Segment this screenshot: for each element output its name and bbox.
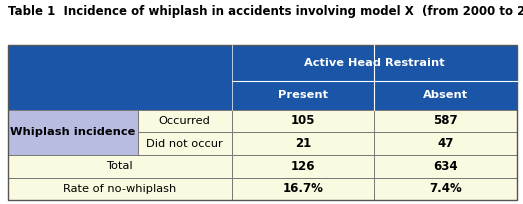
Text: 47: 47 xyxy=(437,137,453,150)
Text: 16.7%: 16.7% xyxy=(282,183,323,195)
Bar xyxy=(374,178,517,200)
Bar xyxy=(8,155,232,178)
Bar xyxy=(138,132,232,155)
Text: Occurred: Occurred xyxy=(159,116,211,126)
Text: Table 1  Incidence of whiplash in accidents involving model X  (from 2000 to 200: Table 1 Incidence of whiplash in acciden… xyxy=(8,5,523,18)
Bar xyxy=(374,110,517,132)
Bar xyxy=(232,132,374,155)
Bar xyxy=(138,110,232,132)
Bar xyxy=(8,110,138,155)
Text: 634: 634 xyxy=(433,160,458,173)
Bar xyxy=(232,178,374,200)
Bar xyxy=(8,45,517,200)
Text: 21: 21 xyxy=(295,137,311,150)
Bar xyxy=(232,155,374,178)
Text: Absent: Absent xyxy=(423,90,468,100)
Text: Total: Total xyxy=(107,161,133,171)
Text: 105: 105 xyxy=(291,114,315,128)
Bar xyxy=(8,45,517,81)
Bar xyxy=(8,178,232,200)
Bar xyxy=(8,81,517,110)
Text: Rate of no-whiplash: Rate of no-whiplash xyxy=(63,184,176,194)
Text: Present: Present xyxy=(278,90,328,100)
Text: Active Head Restraint: Active Head Restraint xyxy=(304,58,445,68)
Text: Did not occur: Did not occur xyxy=(146,139,223,149)
Text: 126: 126 xyxy=(291,160,315,173)
Bar xyxy=(232,110,374,132)
Text: 7.4%: 7.4% xyxy=(429,183,462,195)
Text: 587: 587 xyxy=(433,114,458,128)
Text: Whiplash incidence: Whiplash incidence xyxy=(10,127,135,137)
Bar xyxy=(374,132,517,155)
Bar xyxy=(374,155,517,178)
